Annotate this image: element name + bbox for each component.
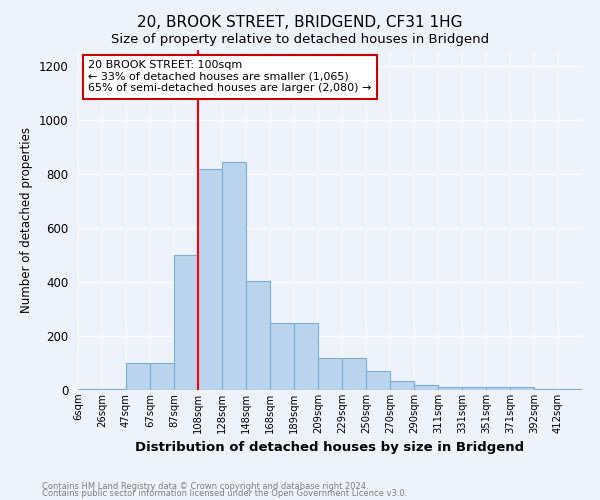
Bar (270, 322, 294, 390)
Bar (462, 388, 486, 390)
Bar (198, 168, 222, 390)
Bar (78, 388, 102, 390)
X-axis label: Distribution of detached houses by size in Bridgend: Distribution of detached houses by size … (136, 442, 524, 454)
Text: 20 BROOK STREET: 100sqm
← 33% of detached houses are smaller (1,065)
65% of semi: 20 BROOK STREET: 100sqm ← 33% of detache… (88, 60, 371, 94)
Text: Contains HM Land Registry data © Crown copyright and database right 2024.: Contains HM Land Registry data © Crown c… (42, 482, 368, 491)
Bar (390, 380, 414, 390)
Y-axis label: Number of detached properties: Number of detached properties (20, 127, 33, 313)
Bar (174, 255, 198, 390)
Bar (414, 384, 438, 390)
Bar (294, 322, 318, 390)
Bar (342, 358, 366, 390)
Bar (534, 388, 558, 390)
Bar (222, 162, 246, 390)
Text: 20, BROOK STREET, BRIDGEND, CF31 1HG: 20, BROOK STREET, BRIDGEND, CF31 1HG (137, 15, 463, 30)
Bar (558, 388, 582, 390)
Bar (366, 371, 390, 390)
Bar (318, 358, 342, 390)
Bar (126, 363, 150, 390)
Bar (150, 363, 174, 390)
Bar (246, 280, 270, 390)
Bar (102, 388, 126, 390)
Bar (438, 388, 462, 390)
Bar (510, 388, 534, 390)
Text: Size of property relative to detached houses in Bridgend: Size of property relative to detached ho… (111, 32, 489, 46)
Bar (486, 388, 510, 390)
Text: Contains public sector information licensed under the Open Government Licence v3: Contains public sector information licen… (42, 490, 407, 498)
